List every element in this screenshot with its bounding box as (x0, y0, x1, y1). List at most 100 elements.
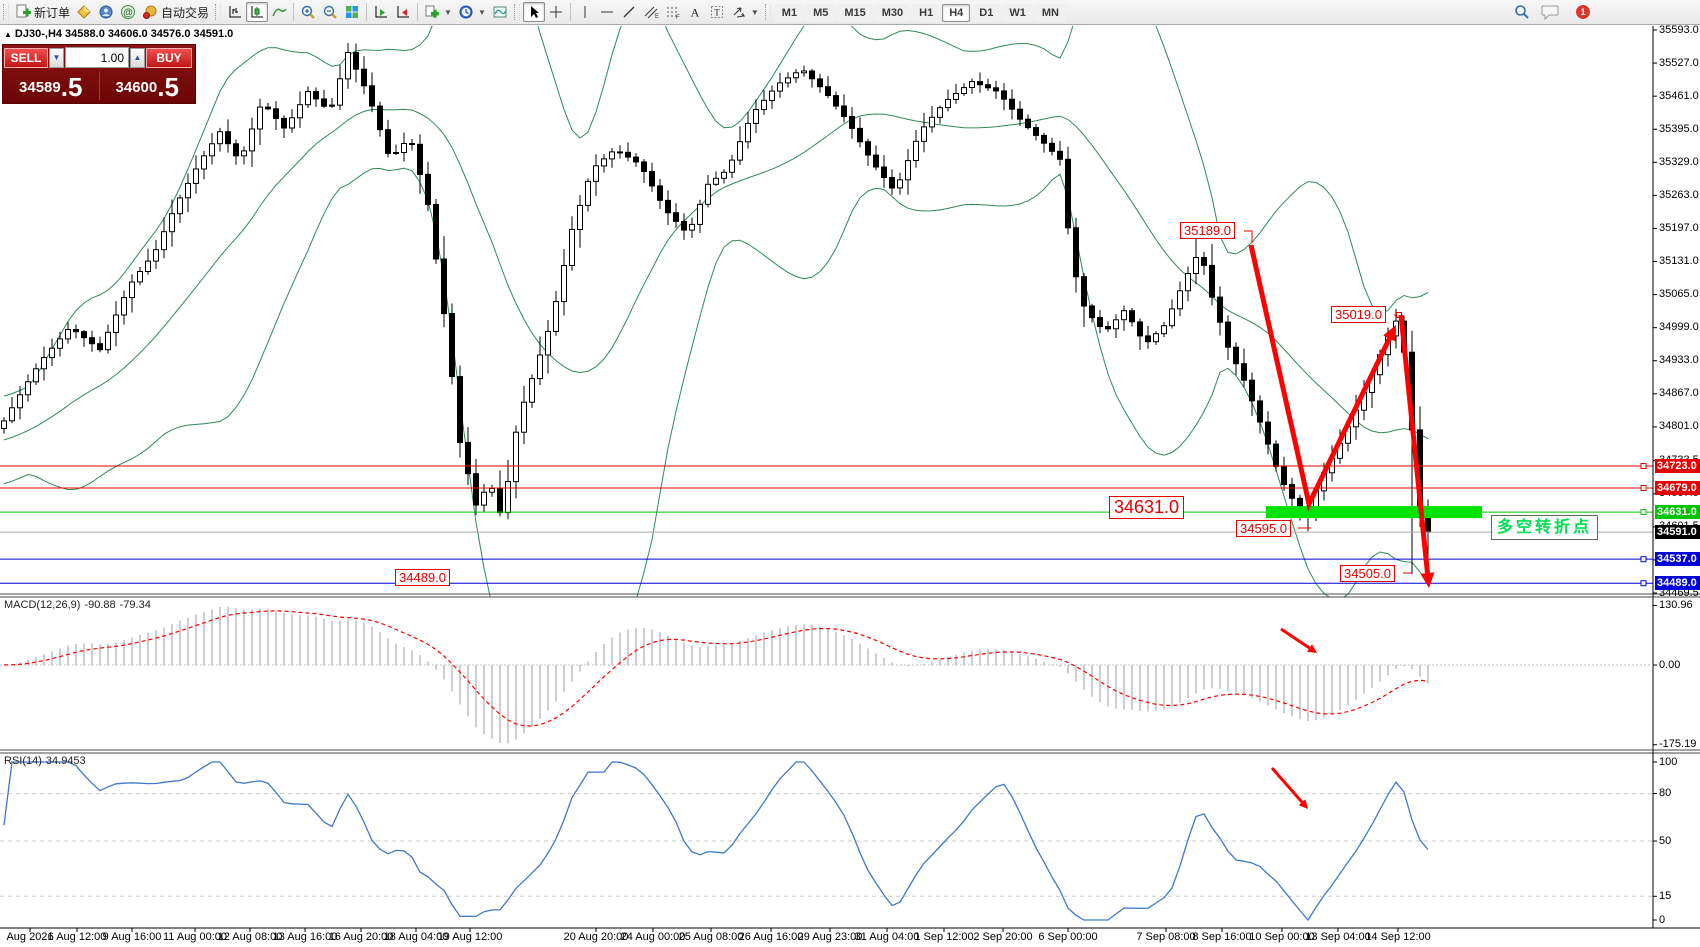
zoom-out-icon (323, 5, 337, 19)
date-label: 26 Aug 16:00 (738, 931, 804, 943)
sell-price[interactable]: 34589. 5 (19, 72, 83, 102)
channel-button[interactable]: E (640, 2, 662, 22)
tile-windows-button[interactable] (341, 2, 363, 22)
notifications-button[interactable]: 1 (1534, 2, 1591, 22)
tf-h1-button[interactable]: H1 (912, 3, 941, 22)
indicators-icon (425, 5, 440, 18)
templates-button[interactable] (489, 2, 511, 22)
price-tag-34631.0: 34631.0 (1655, 505, 1700, 520)
price-axis-tick: 35395.0 (1659, 122, 1699, 135)
autotrade-button[interactable]: 自动交易 (139, 2, 212, 22)
rsi-value: 34.9453 (45, 755, 86, 767)
bar-chart-button[interactable] (224, 2, 246, 22)
periods-button[interactable]: ▼ (455, 2, 489, 22)
toolbar-separator (417, 3, 419, 21)
price-label-34489[interactable]: 34489.0 (395, 569, 450, 586)
line-handle[interactable] (1640, 580, 1647, 587)
trendline-button[interactable] (618, 2, 640, 22)
candlestick-chart-icon (251, 6, 264, 18)
notification-badge: 1 (1575, 4, 1591, 20)
connection-button[interactable]: @ (117, 2, 139, 22)
macd-arrow-head[interactable] (1307, 644, 1317, 653)
price-label-34505[interactable]: 34505.0 (1340, 565, 1395, 582)
zoom-in-button[interactable] (297, 2, 319, 22)
fibonacci-button[interactable]: F (662, 2, 684, 22)
rsi-scale-label: 15 (1659, 889, 1672, 902)
date-label: 9 Aug 16:00 (102, 931, 162, 943)
gold-diamond-button[interactable] (73, 2, 95, 22)
line-handle[interactable] (1640, 485, 1647, 491)
trend-arrow-2 (1398, 314, 1430, 574)
toolbar-grip (513, 4, 520, 20)
shapes-button[interactable]: ▼ (728, 2, 762, 22)
cursor-button[interactable] (522, 2, 545, 22)
macd-indicator-label: MACD(12,26,9) -90.88 -79.34 (4, 599, 155, 611)
tf-m30-button[interactable]: M30 (874, 3, 911, 22)
symbol-info-bar: ▲ DJ30-,H4 34588.0 34606.0 34576.0 34591.… (4, 28, 233, 40)
line-chart-icon (272, 8, 287, 17)
volume-increase-button[interactable]: ▲ (130, 47, 145, 68)
support-band[interactable] (1266, 506, 1482, 519)
text-label-button[interactable]: T (706, 2, 728, 22)
volume-input[interactable] (65, 47, 129, 68)
macd-value-signal: -79.34 (119, 599, 151, 611)
rsi-arrow-head[interactable] (1298, 799, 1308, 809)
date-label: 7 Sep 08:00 (1136, 931, 1196, 943)
macd-scale-label: -175.19 (1659, 738, 1697, 751)
tf-h4-button[interactable]: H4 (942, 3, 971, 22)
tf-m5-button[interactable]: M5 (806, 3, 836, 22)
volume-decrease-button[interactable]: ▼ (49, 47, 64, 68)
auto-scroll-button[interactable] (370, 2, 392, 22)
tf-w1-button[interactable]: W1 (1002, 3, 1033, 22)
indicators-button[interactable]: ▼ (421, 2, 455, 22)
price-label-35189[interactable]: 35189.0 (1180, 222, 1235, 239)
date-label: 10 Sep 00:00 (1249, 931, 1315, 943)
sell-price-int: 34589 (19, 79, 61, 96)
buy-price[interactable]: 34600. 5 (115, 72, 179, 102)
price-label-34631[interactable]: 34631.0 (1109, 496, 1185, 519)
tf-m1-button[interactable]: M1 (774, 3, 805, 22)
chart-shift-button[interactable] (392, 2, 414, 22)
line-handle[interactable] (1640, 556, 1647, 563)
tf-mn-button[interactable]: MN (1034, 3, 1066, 22)
crosshair-button[interactable] (545, 2, 567, 22)
tf-d1-button[interactable]: D1 (972, 3, 1001, 22)
search-button[interactable] (1510, 2, 1534, 22)
autotrade-icon (143, 5, 157, 19)
trend-arrow-2-head[interactable] (1420, 572, 1435, 588)
horizontal-line-icon (600, 11, 613, 13)
line-chart-button[interactable] (268, 2, 290, 22)
price-axis-tick: 35131.0 (1659, 255, 1699, 267)
price-axis-tick: 35461.0 (1659, 89, 1699, 102)
profile-button[interactable] (95, 2, 117, 22)
rsi-scale-label: 0 (1659, 913, 1666, 926)
price-axis-tick: 35527.0 (1659, 56, 1699, 69)
vertical-line-button[interactable] (574, 2, 596, 22)
svg-text:A: A (691, 6, 700, 20)
note-label[interactable]: 多空转折点 (1491, 515, 1599, 540)
date-label: 13 Aug 16:00 (272, 931, 338, 943)
line-handle[interactable] (1640, 509, 1647, 516)
price-divider (98, 71, 100, 100)
price-label-35019[interactable]: 35019.0 (1331, 306, 1386, 323)
price-label-34595[interactable]: 34595.0 (1236, 520, 1291, 537)
autotrade-label: 自动交易 (161, 5, 210, 20)
date-label: Aug 2021 (6, 931, 54, 943)
tf-m15-button[interactable]: M15 (837, 3, 873, 22)
price-axis-tick: 35329.0 (1659, 155, 1699, 168)
profile-icon (99, 5, 113, 19)
sell-button[interactable]: SELL (4, 47, 48, 68)
connection-icon: @ (121, 5, 136, 19)
line-handle[interactable] (1640, 463, 1647, 469)
candlestick-chart-button[interactable] (246, 2, 269, 22)
text-button[interactable]: A (684, 2, 706, 22)
price-axis-tick: 34867.0 (1659, 387, 1699, 400)
horizontal-line-button[interactable] (596, 2, 618, 22)
clock-icon (459, 5, 473, 19)
new-order-button[interactable]: 新订单 (12, 2, 73, 22)
buy-button[interactable]: BUY (146, 47, 192, 68)
trend-arrow-1-head[interactable] (1383, 325, 1396, 342)
search-icon (1515, 5, 1529, 19)
zoom-out-button[interactable] (319, 2, 341, 22)
